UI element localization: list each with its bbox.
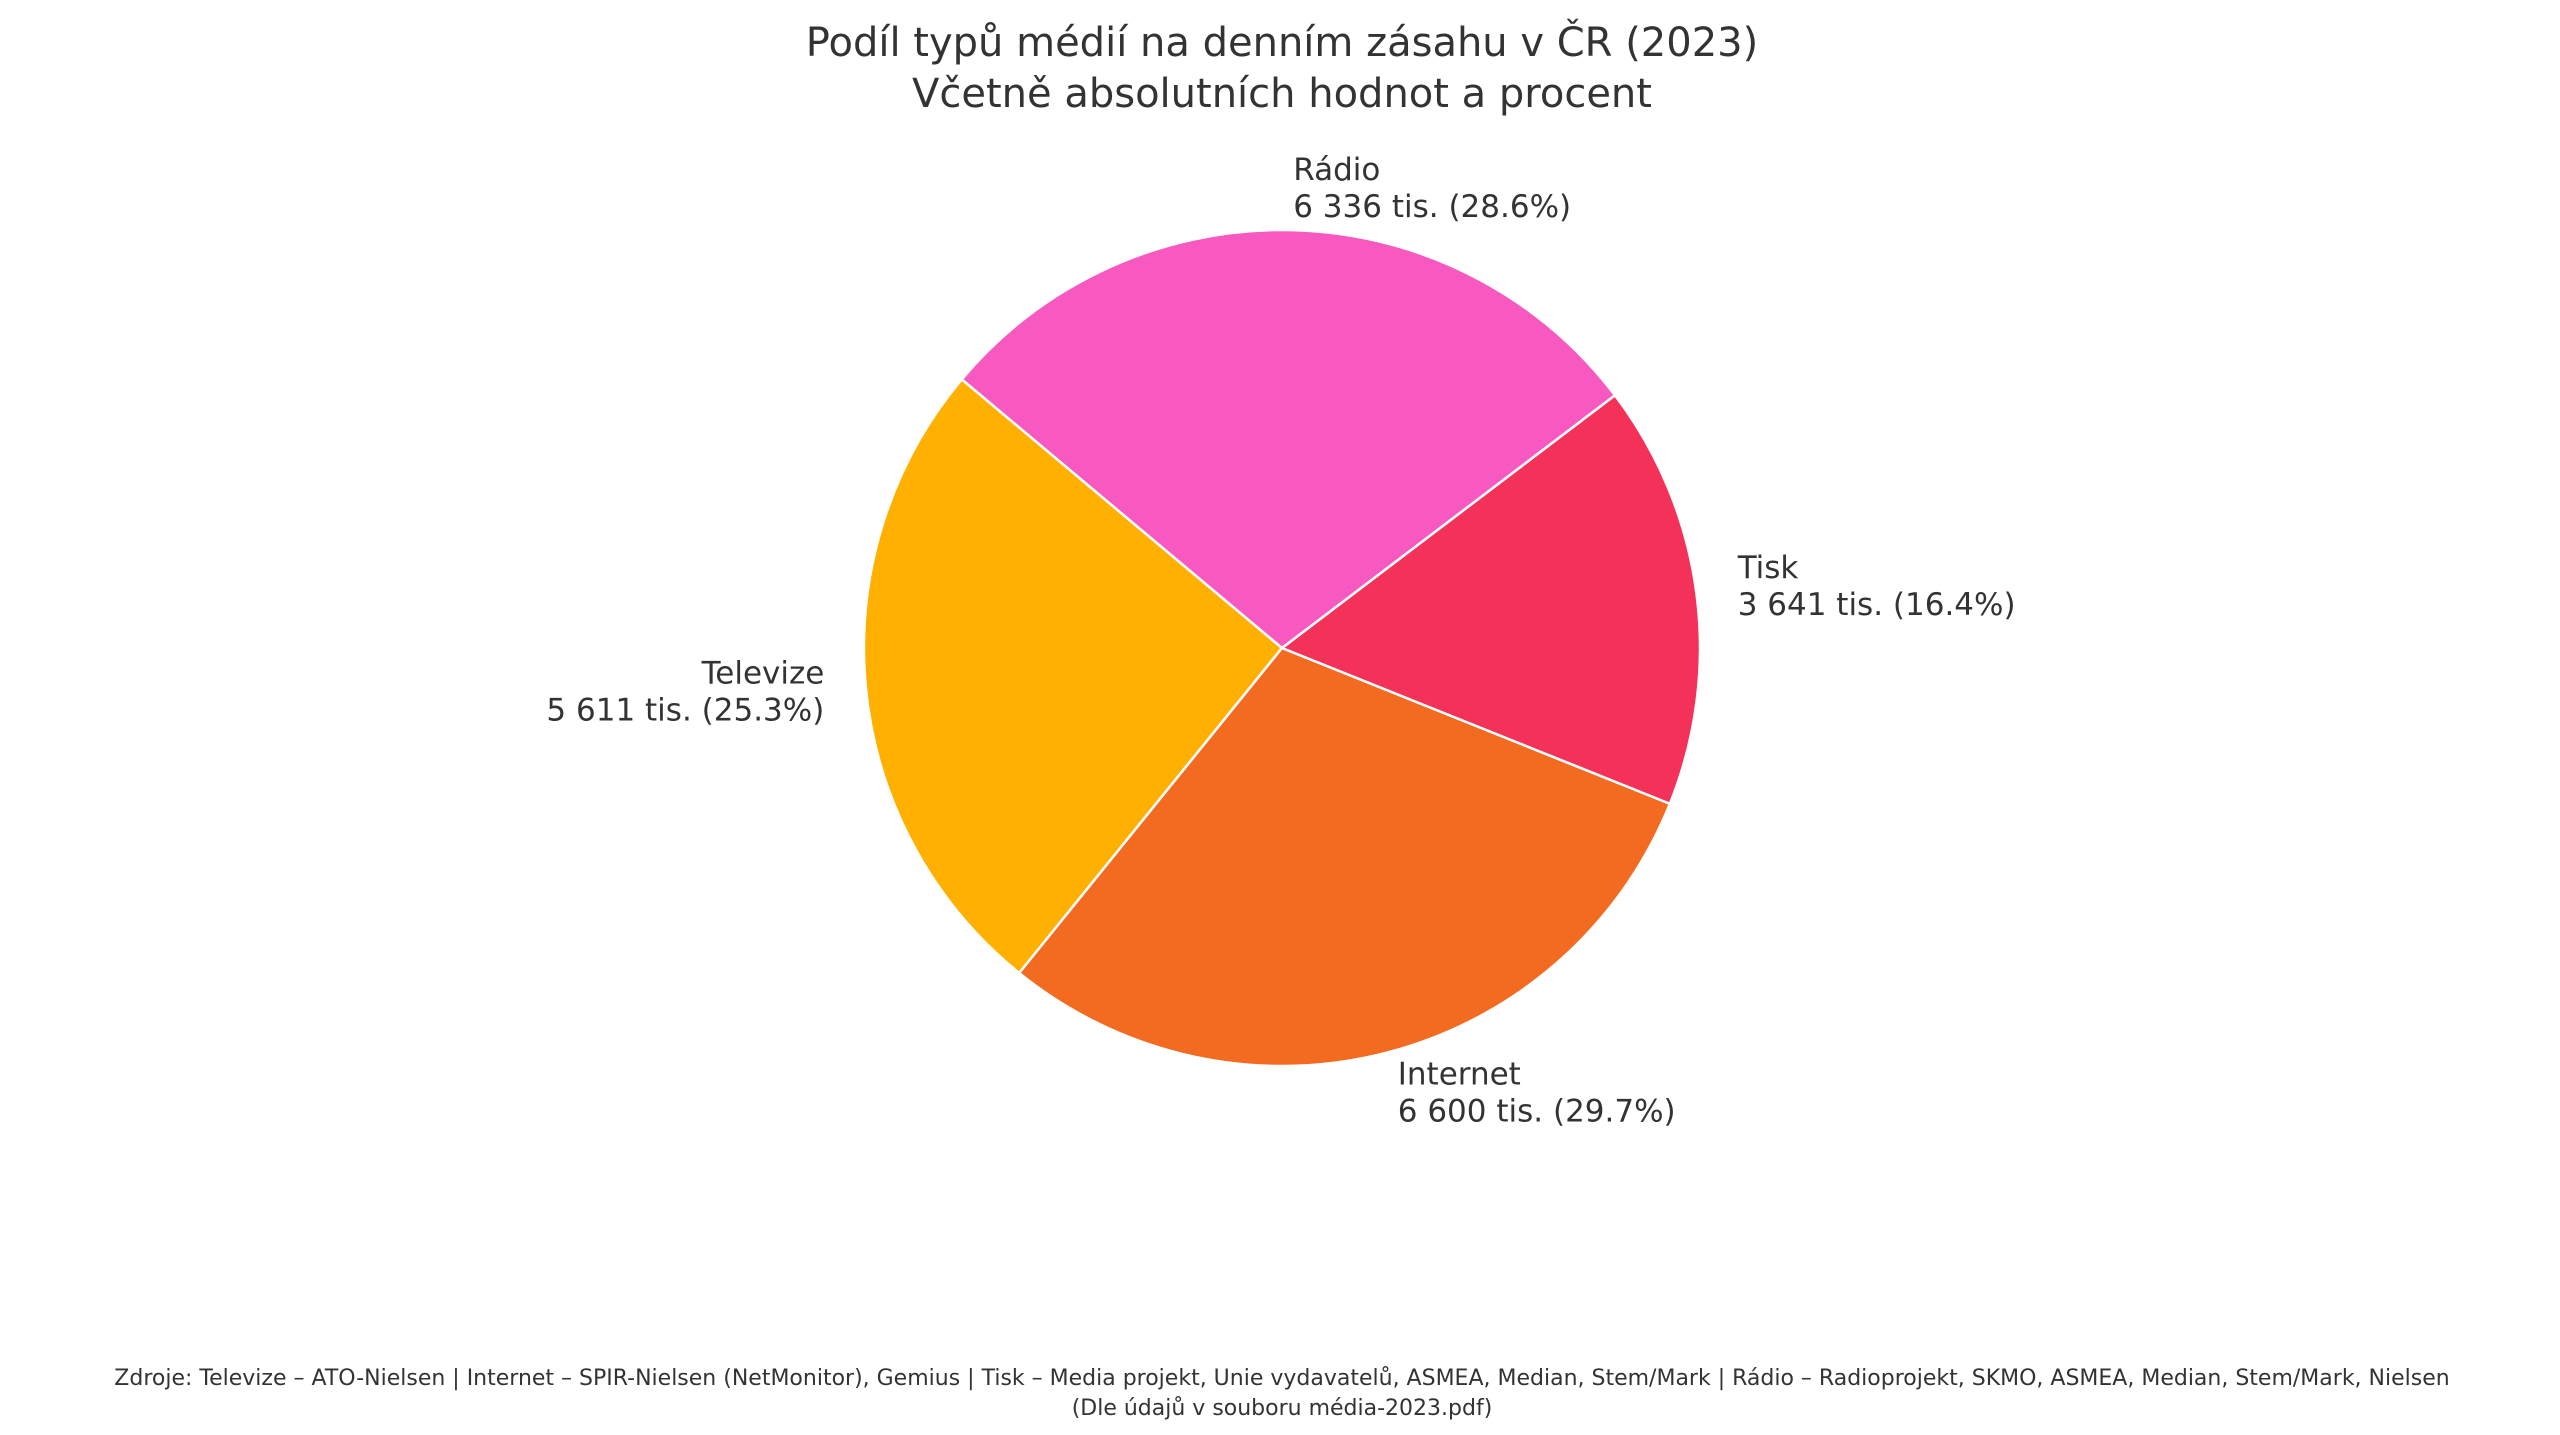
- slice-label-rádio: Rádio: [1293, 152, 1380, 188]
- slice-label-televize: Televize: [701, 656, 825, 692]
- chart-subtitle: Včetně absolutních hodnot a procent: [912, 71, 1652, 117]
- pie-slice-internet: [1017, 646, 1672, 1068]
- slice-value-televize: 5 611 tis. (25.3%): [546, 693, 824, 729]
- slice-label-internet: Internet: [1398, 1056, 1521, 1092]
- slice-value-internet: 6 600 tis. (29.7%): [1398, 1093, 1676, 1129]
- slice-label-tisk: Tisk: [1737, 550, 1799, 586]
- pie-slice-tisk: [1279, 393, 1702, 806]
- pie-slices: [862, 228, 1702, 1068]
- slice-value-rádio: 6 336 tis. (28.6%): [1293, 189, 1571, 225]
- slice-value-tisk: 3 641 tis. (16.4%): [1738, 587, 2016, 623]
- pie-slice-rádio: [960, 228, 1617, 650]
- source-note: Zdroje: Televize – ATO-Nielsen | Interne…: [114, 1366, 2449, 1391]
- chart-title: Podíl typů médií na denním zásahu v ČR (…: [806, 18, 1758, 66]
- pie-slice-televize: [862, 377, 1284, 975]
- source-file-note: (Dle údajů v souboru média-2023.pdf): [1072, 1396, 1493, 1421]
